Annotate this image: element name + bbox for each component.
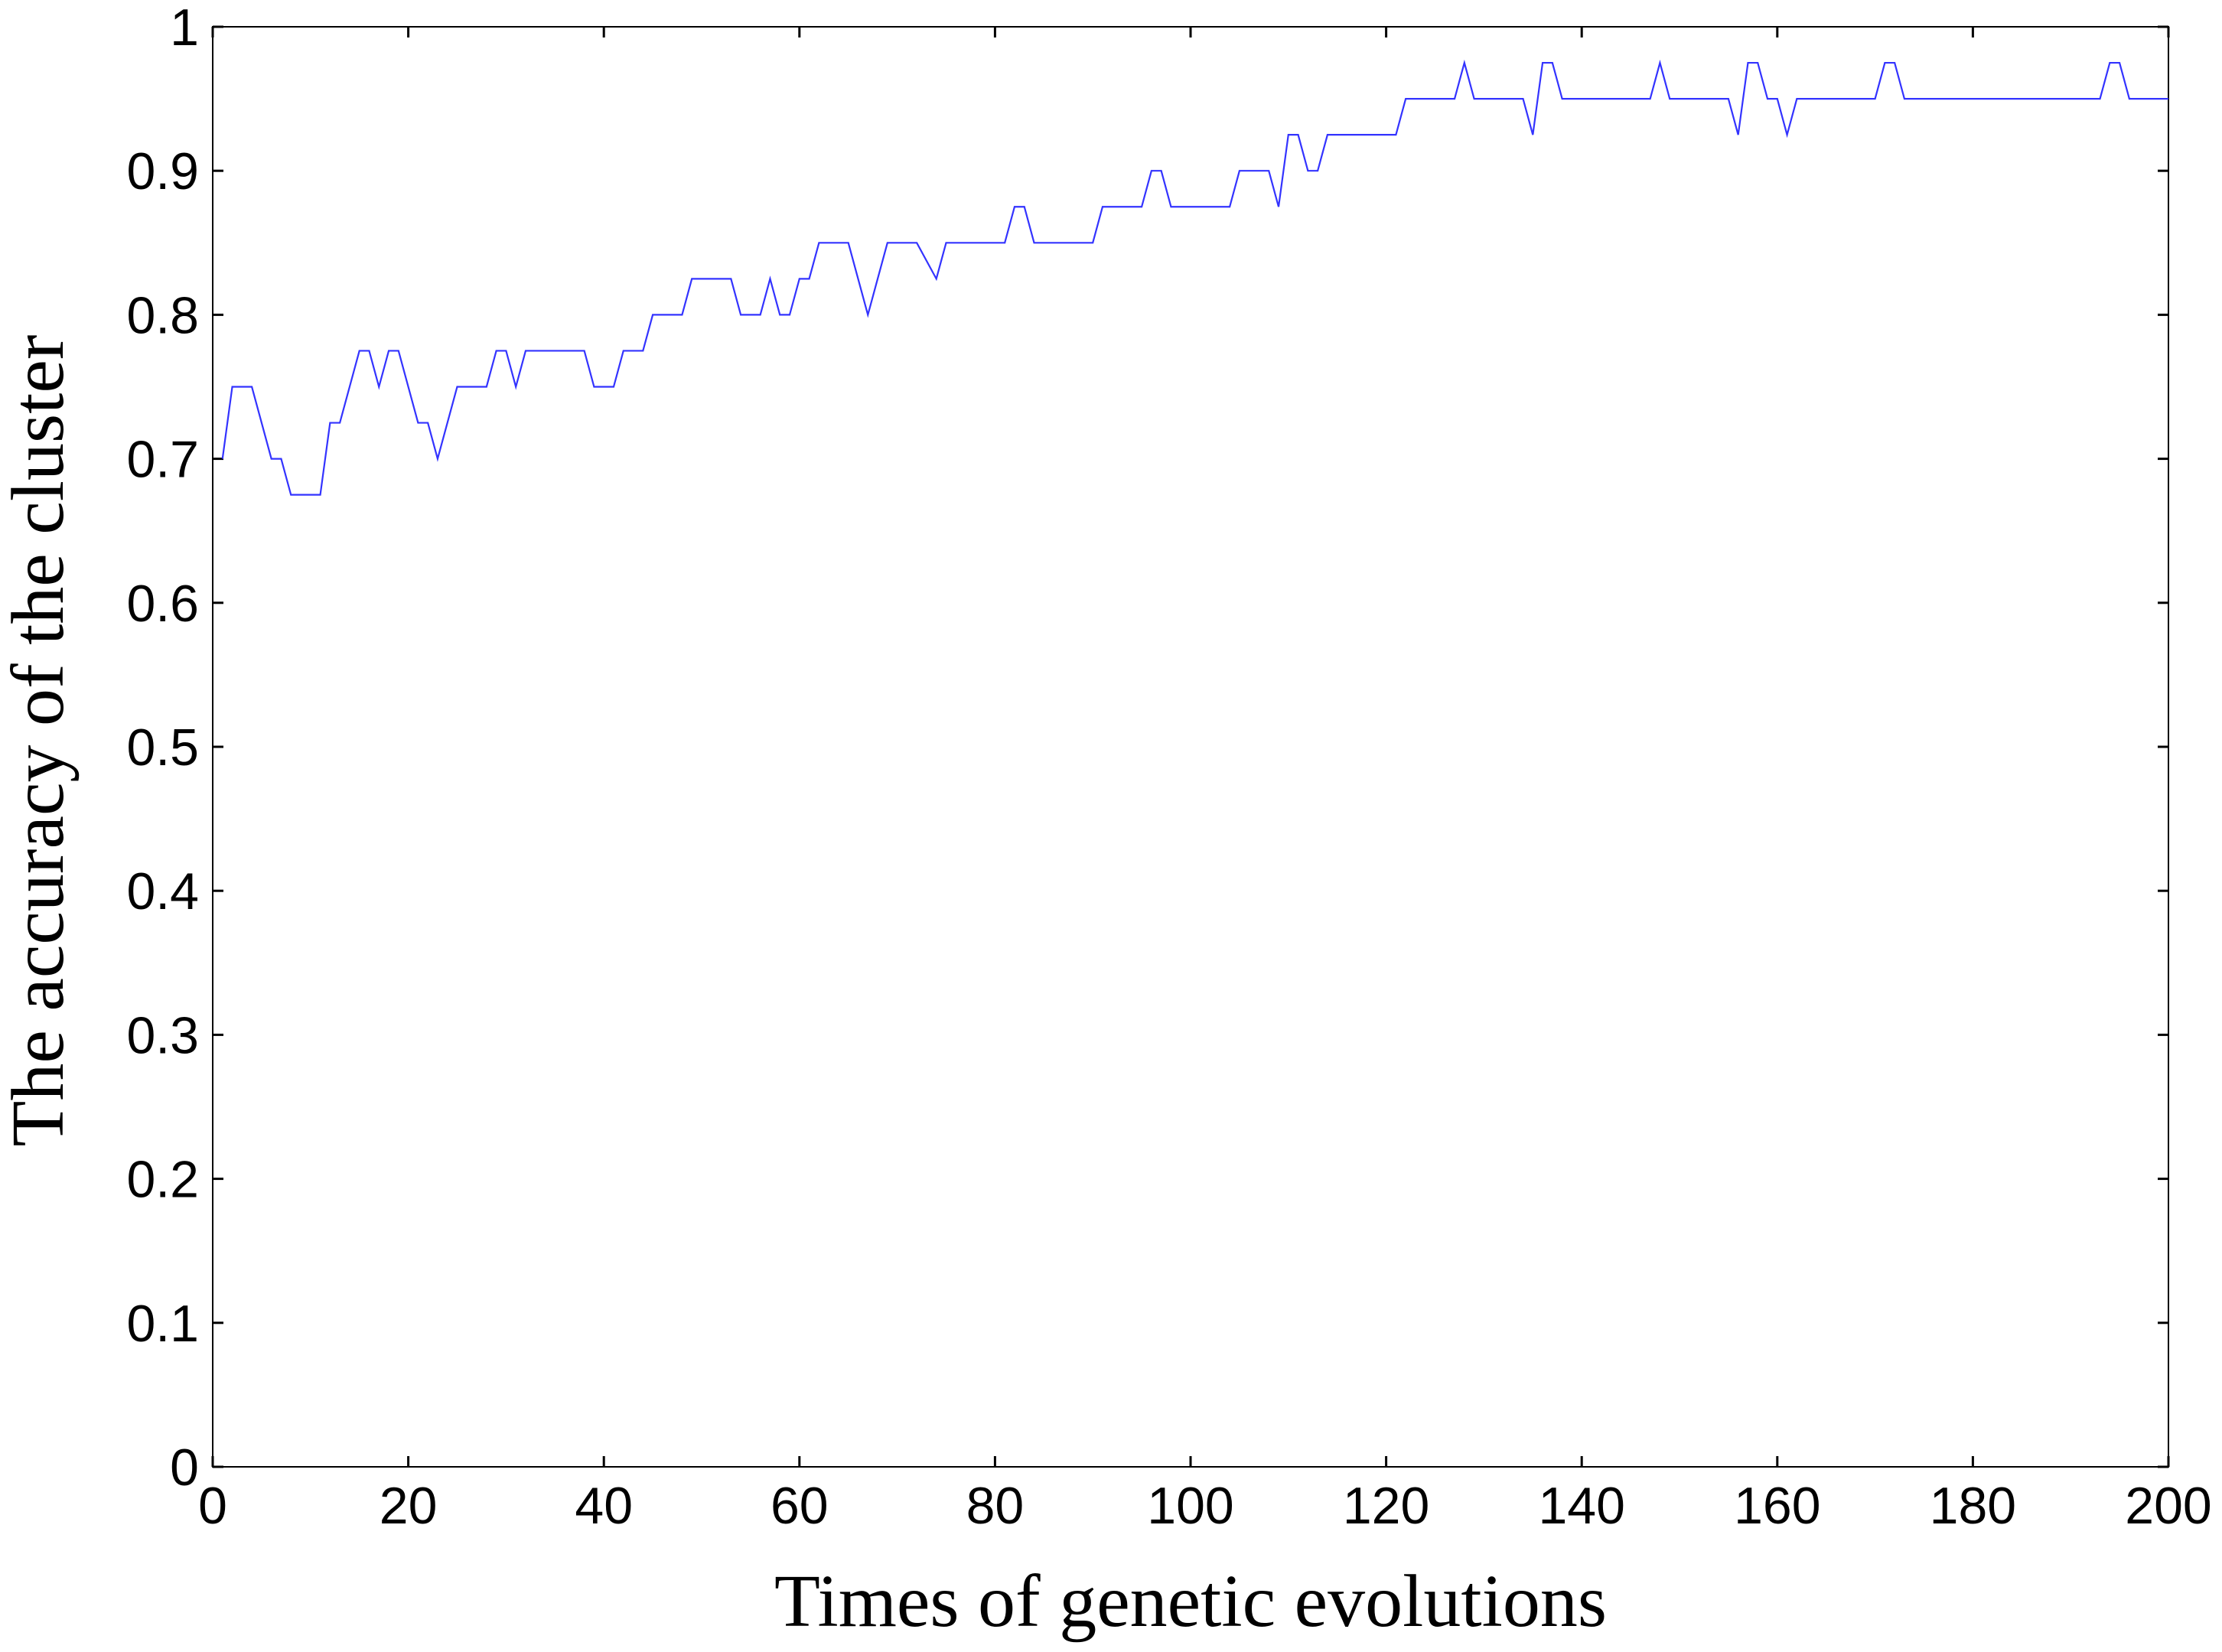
x-tick-label: 180 xyxy=(1930,1477,2016,1535)
x-tick-label: 60 xyxy=(771,1477,829,1535)
y-tick-label: 0.6 xyxy=(126,575,199,633)
x-tick-label: 140 xyxy=(1538,1477,1624,1535)
y-tick-label: 0.7 xyxy=(126,431,199,489)
x-tick-label: 20 xyxy=(380,1477,438,1535)
y-tick-label: 0.3 xyxy=(126,1006,199,1064)
x-tick-label: 40 xyxy=(575,1477,633,1535)
data-line xyxy=(221,59,2168,496)
x-tick-label: 200 xyxy=(2125,1477,2211,1535)
y-tick-label: 0.9 xyxy=(126,142,199,200)
x-tick-label: 80 xyxy=(966,1477,1025,1535)
y-tick-label: 0.1 xyxy=(126,1295,199,1353)
x-tick-label: 160 xyxy=(1734,1477,1820,1535)
y-tick-label: 0.5 xyxy=(126,718,199,777)
y-axis-label: The accuracy of the cluster xyxy=(0,334,80,1146)
x-axis-label: Times of genetic evolutions xyxy=(774,1560,1607,1643)
y-tick-label: 0 xyxy=(170,1439,199,1497)
y-tick-label: 1 xyxy=(170,0,199,57)
plot-frame xyxy=(212,26,2169,1468)
y-tick-label: 0.8 xyxy=(126,286,199,344)
y-tick-label: 0.2 xyxy=(126,1151,199,1209)
x-tick-label: 120 xyxy=(1343,1477,1429,1535)
y-tick-label: 0.4 xyxy=(126,862,199,920)
x-tick-label: 100 xyxy=(1147,1477,1233,1535)
x-tick-label: 0 xyxy=(198,1477,227,1535)
